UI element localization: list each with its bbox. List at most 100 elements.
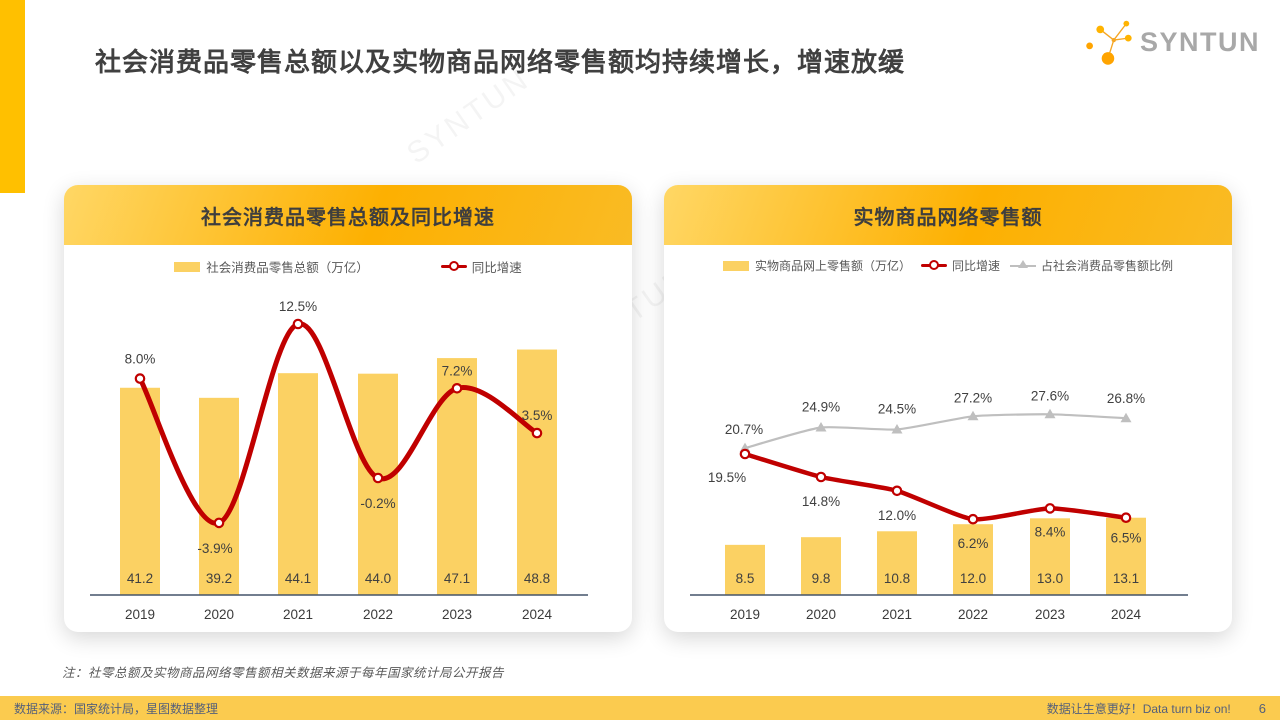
line-value-label: 20.7%: [725, 422, 763, 437]
bar: [517, 349, 557, 595]
line-value-label: 8.0%: [125, 352, 156, 367]
bar-value-label: 44.0: [365, 571, 391, 586]
category-label: 2020: [204, 607, 234, 622]
bar-value-label: 12.0: [960, 571, 986, 586]
circle-marker: [451, 383, 463, 394]
legend-label: 社会消费品零售总额（万亿）: [206, 261, 369, 275]
category-label: 2019: [730, 607, 760, 622]
page-number: 6: [1258, 700, 1266, 716]
bar-value-label: 48.8: [524, 571, 550, 586]
triangle-marker: [1120, 412, 1132, 423]
category-label: 2022: [363, 607, 393, 622]
footer-source: 数据来源：国家统计局，星图数据整理: [14, 701, 219, 716]
circle-marker: [531, 427, 543, 439]
bar: [725, 544, 765, 595]
line-value-label: 7.2%: [442, 363, 473, 378]
legend-item-line: 同比增速: [920, 257, 1000, 274]
category-label: 2022: [958, 607, 988, 622]
circle-marker: [213, 517, 225, 529]
line-value-label: 6.5%: [1111, 531, 1142, 546]
chart-canvas-left: 41.2 2019 39.2 2020 44.1 2021 44.0 2022 47.1 2023…: [90, 299, 588, 622]
triangle-marker: [815, 422, 827, 432]
bar: [1106, 517, 1146, 595]
category-label: 2024: [522, 607, 553, 622]
bar-value-label: 47.1: [444, 571, 470, 586]
bar: [120, 387, 160, 595]
left-accent-bar: [0, 0, 25, 193]
bar-value-label: 41.2: [127, 571, 153, 586]
legend-label: 占社会消费品零售额比例: [1041, 259, 1174, 273]
bar-value-label: 10.8: [884, 571, 910, 586]
bar: [358, 373, 398, 595]
legend-item-line: 同比增速: [440, 257, 522, 276]
category-label: 2023: [1035, 607, 1065, 622]
line-value-label: -3.9%: [197, 541, 232, 556]
bar-value-label: 44.1: [285, 571, 311, 586]
legend-item-bar: 实物商品网上零售额（万亿）: [722, 257, 911, 274]
legend-item-gray-line: 占社会消费品零售额比例: [1010, 257, 1173, 274]
legend-label: 同比增速: [951, 259, 1000, 273]
logo-wordmark: SYNTUN: [1139, 26, 1260, 57]
line-value-label: 12.0%: [878, 508, 916, 523]
syntun-logo: SYNTUN: [1078, 16, 1260, 68]
circle-marker: [134, 373, 146, 384]
bar-value-label: 8.5: [736, 571, 755, 586]
bar-value-label: 13.1: [1113, 571, 1139, 586]
line-value-label: 19.5%: [708, 470, 746, 485]
bar-value-label: 9.8: [812, 571, 831, 586]
line-value-label: 27.2%: [954, 390, 992, 405]
category-label: 2021: [283, 607, 313, 622]
category-label: 2019: [125, 607, 155, 622]
line-value-label: 27.6%: [1031, 388, 1069, 403]
category-label: 2024: [1111, 607, 1142, 622]
circle-marker: [1120, 512, 1132, 523]
bar: [801, 537, 841, 595]
footer-slogan: 数据让生意更好！Data turn biz on!: [1046, 701, 1231, 716]
page-title: 社会消费品零售总额以及实物商品网络零售额均持续增长，增速放缓: [95, 47, 906, 77]
bar: [199, 397, 239, 595]
circle-marker: [739, 448, 751, 460]
triangle-marker: [1044, 408, 1056, 419]
triangle-marker-icon: [1010, 259, 1036, 268]
circle-marker: [891, 485, 903, 497]
circle-marker: [292, 318, 304, 330]
line-value-label: 14.8%: [802, 494, 840, 509]
legend-left: 社会消费品零售总额（万亿） 同比增速: [64, 257, 632, 276]
bar: [953, 524, 993, 595]
category-label: 2020: [806, 607, 836, 622]
circle-marker: [815, 471, 827, 483]
circle-marker: [1044, 503, 1056, 514]
line-marker-icon: [440, 261, 467, 271]
triangle-marker: [967, 410, 979, 421]
legend-item-bar: 社会消费品零售总额（万亿）: [174, 257, 369, 276]
circle-marker: [967, 513, 979, 525]
line-value-label: 3.5%: [522, 408, 553, 423]
chart-card-retail-total: 社会消费品零售总额及同比增速 社会消费品零售总额（万亿） 同比增速 41.2 20…: [64, 185, 632, 632]
bar: [437, 358, 477, 595]
circle-marker: [372, 472, 384, 484]
chart-canvas-right: 8.5 2019 9.8 2020 10.8 2021 12.0 2022 13.0 2023 13…: [690, 388, 1188, 622]
bar: [1030, 518, 1070, 595]
chart-title-left: 社会消费品零售总额及同比增速: [64, 185, 632, 245]
line-value-label: 24.9%: [802, 400, 840, 415]
category-label: 2021: [882, 607, 912, 622]
line-value-label: 24.5%: [878, 402, 916, 417]
category-label: 2023: [442, 607, 472, 622]
line-value-label: 6.2%: [958, 536, 989, 551]
footnote: 注：社零总额及实物商品网络零售额相关数据来源于每年国家统计局公开报告: [62, 666, 505, 680]
legend-label: 同比增速: [471, 261, 522, 275]
triangle-marker: [891, 424, 903, 434]
line-path: [743, 413, 1128, 450]
bar-value-label: 13.0: [1037, 571, 1063, 586]
legend-label: 实物商品网上零售额（万亿）: [754, 259, 911, 273]
chart-title-right: 实物商品网络零售额: [664, 185, 1232, 245]
bar: [278, 373, 318, 595]
chart-card-online-retail: 实物商品网络零售额 实物商品网上零售额（万亿） 同比增速 占社会消费品零售额比例…: [664, 185, 1232, 632]
line-marker-icon: [920, 260, 947, 270]
line-path: [742, 451, 1129, 522]
bar-value-label: 39.2: [206, 571, 232, 586]
bar: [877, 531, 917, 595]
bar-swatch-icon: [174, 261, 201, 272]
network-logo-icon: [1086, 20, 1132, 65]
